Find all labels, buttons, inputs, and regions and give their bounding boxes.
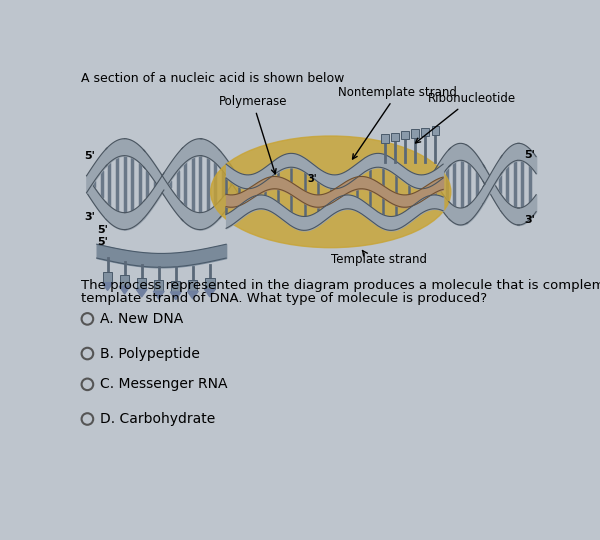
Text: A section of a nucleic acid is shown below: A section of a nucleic acid is shown bel… xyxy=(81,72,344,85)
Text: 5': 5' xyxy=(84,151,95,161)
Bar xyxy=(412,130,419,138)
Text: C. Messenger RNA: C. Messenger RNA xyxy=(100,377,227,392)
Polygon shape xyxy=(205,289,215,297)
Bar xyxy=(401,131,409,139)
Bar xyxy=(103,272,112,283)
Bar xyxy=(391,132,399,141)
Text: B. Polypeptide: B. Polypeptide xyxy=(100,347,200,361)
Bar xyxy=(171,281,181,292)
Polygon shape xyxy=(187,291,198,299)
Bar xyxy=(154,280,163,291)
Text: Template strand: Template strand xyxy=(331,251,427,266)
Text: Polymerase: Polymerase xyxy=(218,95,287,174)
Bar xyxy=(120,275,129,286)
Text: template strand of DNA. What type of molecule is produced?: template strand of DNA. What type of mol… xyxy=(81,292,487,305)
Text: The process represented in the diagram produces a molecule that is complementary: The process represented in the diagram p… xyxy=(81,279,600,292)
Text: D. Carbohydrate: D. Carbohydrate xyxy=(100,412,215,426)
Polygon shape xyxy=(136,289,147,297)
Bar xyxy=(381,134,389,143)
Bar xyxy=(188,280,197,291)
Text: Ribonucleotide: Ribonucleotide xyxy=(416,92,516,143)
Text: 5': 5' xyxy=(97,237,107,247)
Text: 3': 3' xyxy=(308,174,317,184)
Text: 3': 3' xyxy=(524,215,535,225)
Text: 3': 3' xyxy=(84,212,95,222)
Ellipse shape xyxy=(211,136,451,248)
Text: 5': 5' xyxy=(524,150,535,160)
Polygon shape xyxy=(153,291,164,299)
Bar xyxy=(205,279,215,289)
Text: A. New DNA: A. New DNA xyxy=(100,312,183,326)
Polygon shape xyxy=(102,283,113,291)
Text: 5': 5' xyxy=(97,225,107,235)
Bar xyxy=(137,279,146,289)
Bar xyxy=(421,128,429,137)
Text: Nontemplate strand: Nontemplate strand xyxy=(338,86,457,159)
Bar xyxy=(431,126,439,135)
Polygon shape xyxy=(119,286,130,294)
Polygon shape xyxy=(170,292,181,300)
